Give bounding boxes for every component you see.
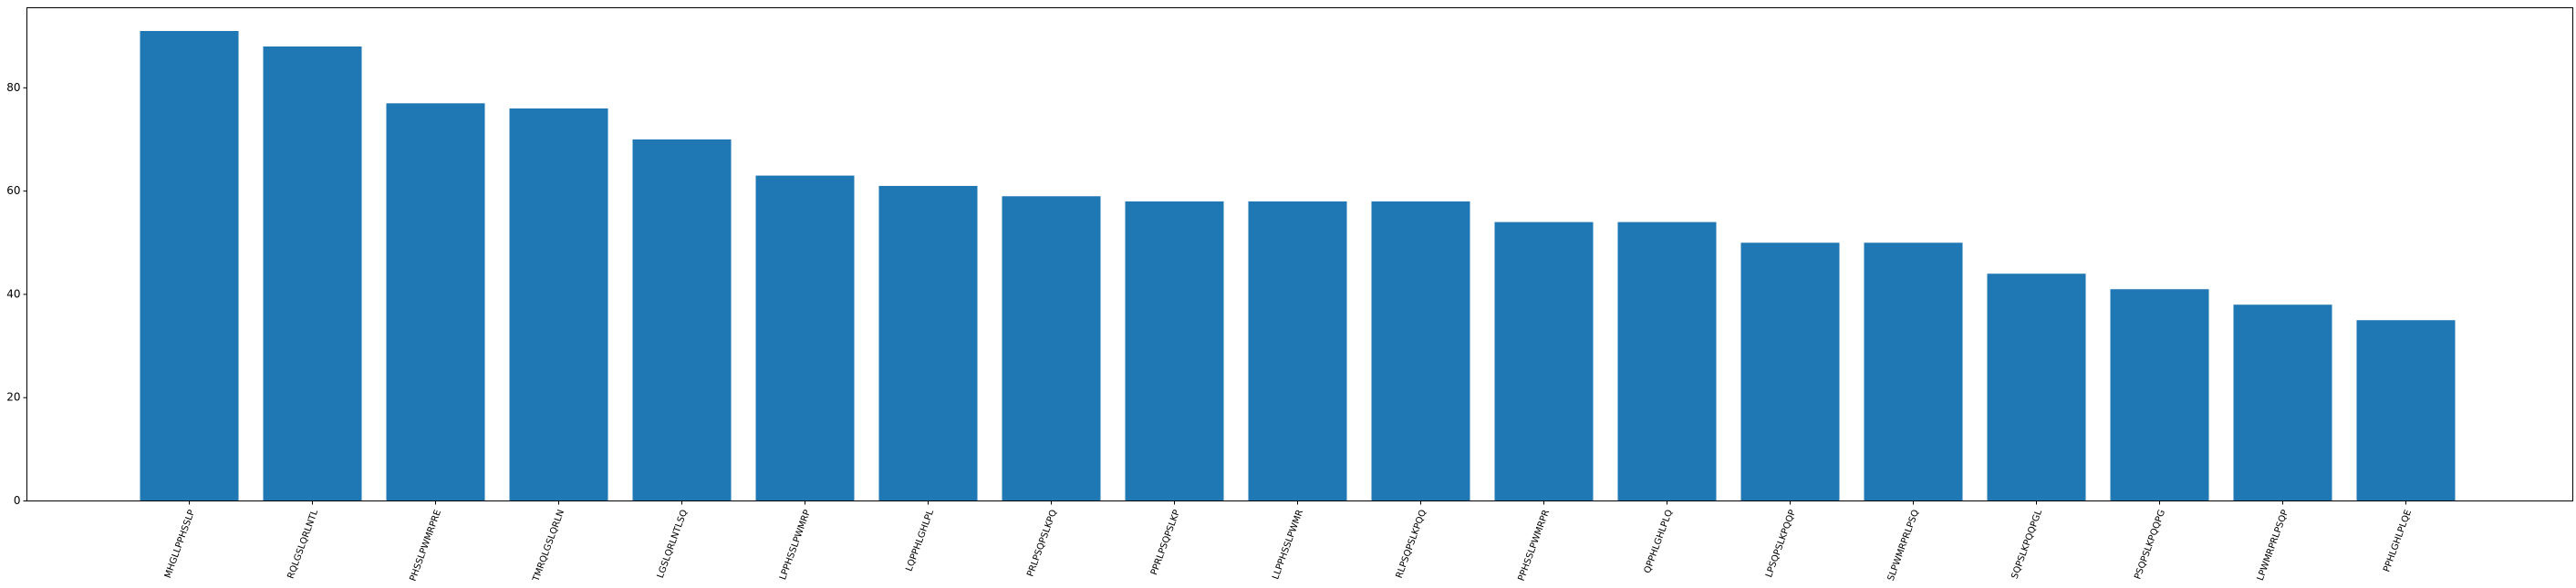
x-tick-label: RLPSQPSLKPQQ <box>1395 509 1428 580</box>
x-tick-label: TMRQLGSLQRLN <box>531 509 566 583</box>
x-tick-label: RQLGSLQRLNTL <box>286 508 321 580</box>
x-tick-label: SLPWMRPRLPSQ <box>1886 509 1921 583</box>
bar-MHGLLPPHSSLP <box>140 30 239 501</box>
x-tick-label: LQPPHLGHLPL <box>905 508 937 573</box>
x-tick-label: LPWMRPRLPSQP <box>2256 509 2290 583</box>
bar-LLPPHSSLPWMR <box>1248 201 1347 501</box>
bar-PRLPSQPSLKPQ <box>1002 196 1101 501</box>
bar-SLPWMRPRLPSQ <box>1864 242 1963 501</box>
bar-SQPSLKPQQPGL <box>1987 273 2086 501</box>
bar-TMRQLGSLQRLN <box>509 108 608 501</box>
bar-LGSLQRLNTLSQ <box>632 139 732 501</box>
bar-PPHLGHLPLQE <box>2356 320 2456 501</box>
y-tick-label: 40 <box>6 287 20 300</box>
x-tick-label: LGSLQRLNTLSQ <box>656 509 690 580</box>
x-tick-label: PPHLGHLPLQE <box>2382 509 2414 573</box>
bar-RQLGSLQRLNTL <box>263 46 362 501</box>
bar-RLPSQPSLKPQQ <box>1371 201 1470 501</box>
y-tick-label: 20 <box>6 391 20 404</box>
x-tick-label: SQPSLKPQQPGL <box>2010 508 2044 580</box>
y-axis: 0 20 40 60 80 <box>6 81 27 507</box>
y-tick-label: 0 <box>14 494 21 507</box>
x-axis: MHGLLPPHSSLP RQLGSLQRLNTL PHSSLPWMRPRE TMRQ… <box>163 500 2414 583</box>
y-tick-label: 60 <box>6 184 20 197</box>
x-tick-label: PRLPSQPSLKPQ <box>1025 509 1059 578</box>
x-tick-label: LPSQPSLKPQQP <box>1764 509 1798 579</box>
bar-LPPHSSLPWMRP <box>755 175 855 501</box>
bar-PPHSSLPWMRPR <box>1494 222 1594 501</box>
x-tick-label: PPHSSLPWMRPR <box>1517 509 1553 583</box>
bar-LQPPHLGHLPL <box>878 185 978 501</box>
x-tick-label: LPPHSSLPWMRP <box>778 509 813 582</box>
bar-PPRLPSQPSLKP <box>1125 201 1224 501</box>
bar-PSQPSLKPQQPG <box>2110 289 2209 501</box>
x-tick-label: LLPPHSSLPWMR <box>1271 509 1305 581</box>
bar-LPSQPSLKPQQP <box>1740 242 1840 501</box>
bar-LPWMRPRLPSQP <box>2233 304 2332 501</box>
x-tick-label: PPRLPSQPSLKP <box>1149 509 1182 577</box>
y-tick-label: 80 <box>6 81 20 94</box>
plot-frame <box>26 7 2573 501</box>
bar-PHSSLPWMRPRE <box>386 103 485 501</box>
bar-QPPHLGHLPLQ <box>1617 222 1717 501</box>
x-tick-label: MHGLLPPHSSLP <box>163 509 197 580</box>
x-tick-label: PHSSLPWMRPRE <box>409 509 444 583</box>
x-tick-label: PSQPSLKPQQPG <box>2133 509 2167 581</box>
bars-layer <box>140 30 2456 501</box>
x-tick-label: QPPHLGHLPLQ <box>1643 509 1675 575</box>
